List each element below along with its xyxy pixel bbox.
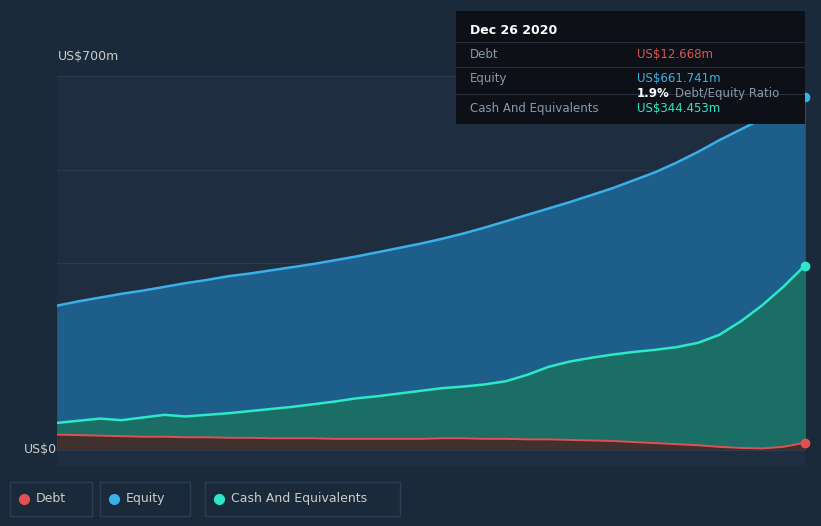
Text: 1.9%: 1.9% (637, 87, 670, 99)
Text: Debt/Equity Ratio: Debt/Equity Ratio (676, 87, 780, 99)
Text: US$700m: US$700m (57, 49, 119, 63)
Text: US$0: US$0 (24, 443, 57, 456)
Text: US$661.741m: US$661.741m (637, 72, 721, 85)
Text: Equity: Equity (126, 492, 166, 505)
Text: US$344.453m: US$344.453m (637, 103, 720, 115)
Text: Debt: Debt (470, 48, 498, 61)
Text: Cash And Equivalents: Cash And Equivalents (470, 103, 599, 115)
Text: Cash And Equivalents: Cash And Equivalents (231, 492, 367, 505)
Text: US$12.668m: US$12.668m (637, 48, 713, 61)
Text: Debt: Debt (36, 492, 67, 505)
Text: Dec 26 2020: Dec 26 2020 (470, 24, 557, 37)
Text: Equity: Equity (470, 72, 507, 85)
